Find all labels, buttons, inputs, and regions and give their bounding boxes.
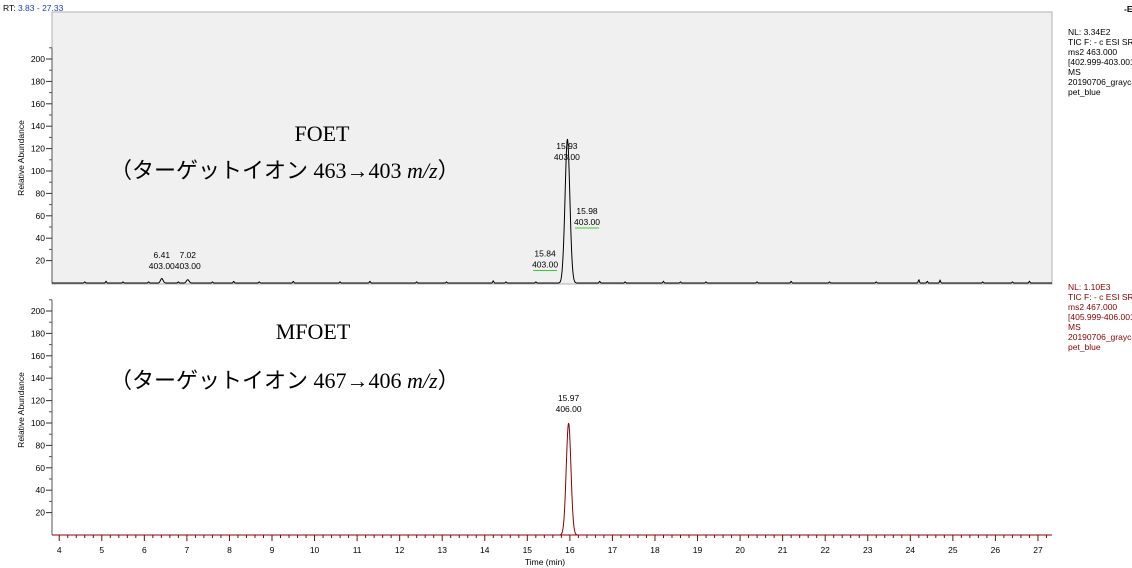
foet-y-tick-label: 80: [36, 188, 46, 198]
x-tick-label: 5: [99, 545, 104, 555]
mfoet-peak-rt-label: 15.97: [558, 393, 580, 403]
foet-y-tick-label: 100: [31, 166, 45, 176]
mfoet-title: MFOET: [276, 319, 351, 344]
mfoet-chromatogram-panel: 20 40 60 80 100 120 140 160 180 200 Relative Abun…: [16, 282, 1132, 567]
mfoet-subtitle: （ターゲットイオン 467→406 m/z）: [110, 368, 460, 393]
mfoet-y-tick-label: 40: [36, 485, 46, 495]
x-tick-label: 21: [778, 545, 788, 555]
x-tick-label: 19: [693, 545, 703, 555]
foet-peak-mz-label: 403.00: [574, 217, 600, 227]
mfoet-info-line: pet_blue: [1068, 342, 1101, 352]
x-tick-label: 15: [523, 545, 533, 555]
corner-mark: -E: [1124, 4, 1132, 14]
foet-info-line: 20190706_graycar: [1068, 77, 1132, 87]
x-tick-label: 11: [353, 545, 362, 555]
x-tick-label: 8: [227, 545, 232, 555]
foet-y-tick-label: 60: [36, 211, 46, 221]
x-tick-label: 23: [863, 545, 873, 555]
mfoet-info-line: NL: 1.10E3: [1068, 282, 1111, 292]
mfoet-y-tick-label: 120: [31, 396, 45, 406]
foet-info-line: TIC F: - c ESI SRM: [1068, 37, 1132, 47]
foet-peak-rt-label: 15.98: [576, 206, 598, 216]
foet-y-axis-label: Relative Abundance: [16, 120, 26, 196]
foet-info-line: [402.999-403.001]: [1068, 57, 1132, 67]
x-tick-label: 26: [991, 545, 1001, 555]
mfoet-y-tick-label: 200: [31, 306, 45, 316]
foet-peak-labels: 15.93403.0015.98403.0015.84403.006.41403…: [149, 141, 600, 272]
mfoet-y-axis: 20 40 60 80 100 120 140 160 180 200: [31, 299, 53, 535]
mfoet-info-line: MS: [1068, 322, 1081, 332]
rt-range-label: RT: 3.83 - 27.33: [3, 3, 64, 13]
foet-peak-mz-label: 403.00: [532, 260, 558, 270]
foet-chromatogram-panel: 20 40 60 80 100 120 140 160 180 200 Relative Abun…: [16, 11, 1132, 285]
mfoet-info-line: 20190706_graycar: [1068, 332, 1132, 342]
x-tick-label: 9: [270, 545, 275, 555]
foet-plot-background: [51, 11, 1053, 285]
x-tick-label: 16: [565, 545, 575, 555]
foet-y-tick-label: 40: [36, 233, 46, 243]
foet-y-tick-label: 160: [31, 99, 45, 109]
foet-info-line: pet_blue: [1068, 87, 1101, 97]
mfoet-y-tick-label: 160: [31, 351, 45, 361]
x-tick-label: 13: [437, 545, 447, 555]
x-tick-label: 6: [142, 545, 147, 555]
mfoet-peak-mz-label: 406.00: [556, 404, 582, 414]
mfoet-y-tick-label: 60: [36, 463, 46, 473]
foet-info-line: NL: 3.34E2: [1068, 27, 1111, 37]
x-tick-label: 24: [906, 545, 916, 555]
foet-info-line: ms2 463.000: [1068, 47, 1117, 57]
x-tick-label: 10: [310, 545, 320, 555]
foet-subtitle: （ターゲットイオン 463→403 m/z）: [110, 158, 460, 183]
x-tick-label: 22: [820, 545, 830, 555]
foet-y-tick-label: 20: [36, 256, 46, 266]
foet-y-tick-label: 200: [31, 54, 45, 64]
mfoet-y-tick-label: 20: [36, 508, 46, 518]
foet-info-line: MS: [1068, 67, 1081, 77]
mfoet-y-tick-label: 80: [36, 440, 46, 450]
foet-peak-mz-label: 403.00: [554, 152, 580, 162]
mfoet-y-tick-label: 100: [31, 418, 45, 428]
foet-y-tick-label: 140: [31, 121, 45, 131]
mfoet-info-line: TIC F: - c ESI SRM: [1068, 292, 1132, 302]
foet-peak-rt-label: 15.93: [556, 141, 578, 151]
foet-peak-rt-label: 7.02: [179, 250, 196, 260]
mfoet-info-line: [405.999-406.001]: [1068, 312, 1132, 322]
foet-peak-rt-label: 15.84: [534, 249, 556, 259]
x-tick-label: 7: [185, 545, 190, 555]
time-x-axis: 4 5 6 7 8 9 10 11 12 13 14 15 16 17 18 19 20 21 22 23 24 25 26…: [57, 535, 1047, 555]
x-tick-label: 18: [650, 545, 660, 555]
mfoet-trace: [52, 422, 1052, 536]
foet-trace: [52, 138, 1052, 284]
x-tick-label: 17: [608, 545, 618, 555]
foet-peak-mz-label: 403.00: [149, 261, 175, 271]
foet-y-tick-label: 180: [31, 76, 45, 86]
x-tick-label: 14: [480, 545, 490, 555]
mfoet-y-tick-label: 180: [31, 328, 45, 338]
foet-y-axis: 20 40 60 80 100 120 140 160 180 200: [31, 47, 53, 283]
x-tick-label: 12: [395, 545, 405, 555]
time-axis-label: Time (min): [525, 557, 565, 567]
x-tick-label: 20: [735, 545, 745, 555]
x-tick-label: 27: [1033, 545, 1043, 555]
foet-peak-mz-label: 403.00: [175, 261, 201, 271]
foet-title: FOET: [295, 121, 351, 146]
foet-y-tick-label: 120: [31, 144, 45, 154]
x-tick-label: 25: [948, 545, 958, 555]
x-tick-label: 4: [57, 545, 62, 555]
mfoet-y-axis-label: Relative Abundance: [16, 372, 26, 448]
foet-peak-rt-label: 6.41: [154, 250, 171, 260]
mfoet-y-tick-label: 140: [31, 373, 45, 383]
mfoet-info-line: ms2 467.000: [1068, 302, 1117, 312]
